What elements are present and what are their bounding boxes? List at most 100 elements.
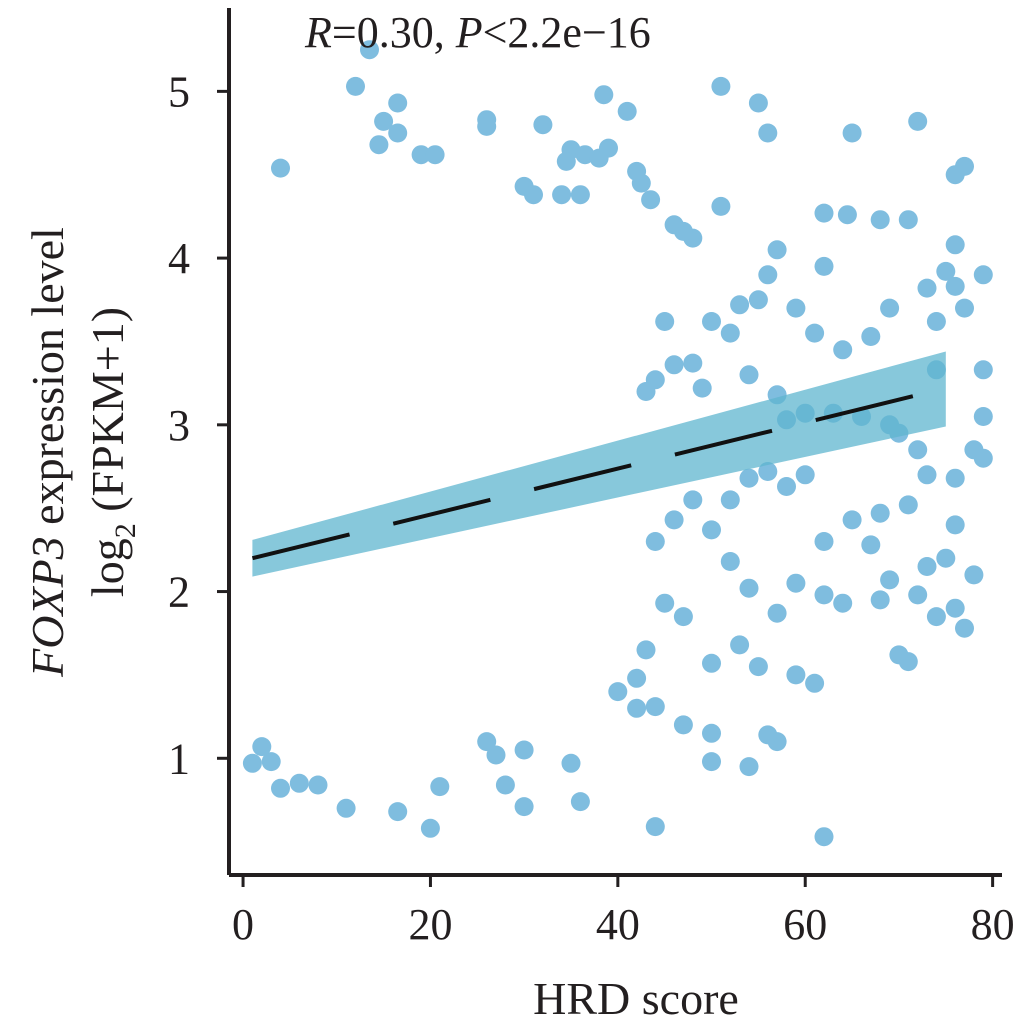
scatter-point — [617, 101, 637, 121]
scatter-point — [926, 607, 946, 627]
scatter-point — [786, 573, 806, 593]
scatter-point — [420, 818, 440, 838]
scatter-point — [945, 468, 965, 488]
scatter-point — [673, 607, 693, 627]
scatter-point — [814, 256, 834, 276]
scatter-point — [556, 151, 576, 171]
scatter-point — [917, 278, 937, 298]
scatter-point — [261, 752, 281, 772]
scatter-point — [880, 298, 900, 318]
scatter-point — [655, 593, 675, 613]
x-tick-label: 40 — [596, 900, 640, 949]
scatter-point — [524, 185, 543, 205]
scatter-point — [346, 76, 365, 96]
y-tick-label: 2 — [168, 568, 190, 617]
scatter-point — [898, 210, 918, 230]
regression-group — [251, 351, 947, 577]
scatter-point — [664, 510, 684, 530]
scatter-point — [495, 775, 515, 795]
scatter-point — [430, 777, 450, 797]
scatter-point — [692, 378, 712, 398]
scatter-point — [702, 752, 721, 772]
scatter-point — [908, 111, 928, 131]
scatter-point — [739, 578, 759, 598]
scatter-point — [945, 598, 965, 618]
scatter-point — [945, 235, 965, 255]
gene-name: FOXP3 — [22, 536, 73, 678]
fpkm-text: (FPKM+1) — [82, 307, 133, 523]
scatter-point — [388, 802, 408, 822]
scatter-point — [720, 490, 740, 510]
scatter-point — [627, 698, 647, 718]
y-tick-label: 5 — [168, 67, 190, 116]
scatter-point — [814, 827, 834, 847]
scatter-point — [936, 548, 956, 568]
scatter-point — [767, 240, 787, 260]
axes — [217, 8, 1002, 887]
scatter-point — [594, 85, 614, 105]
r-symbol: R — [304, 8, 332, 57]
log-text: log — [82, 538, 133, 597]
y-axis-title: FOXP3 expression level log2 (FPKM+1) — [22, 227, 142, 678]
scatter-point — [842, 123, 862, 143]
scatter-point — [739, 468, 759, 488]
correlation-annotation: R=0.30, P<2.2e−16 — [304, 8, 651, 57]
scatter-point — [814, 585, 834, 605]
scatter-point — [271, 778, 290, 798]
scatter-point — [627, 668, 647, 688]
scatter-point — [570, 792, 590, 812]
scatter-point — [631, 173, 651, 193]
scatter-point — [739, 365, 759, 385]
p-value: <2.2e−16 — [483, 8, 651, 57]
scatter-point — [870, 590, 890, 610]
scatter-point — [599, 138, 618, 158]
scatter-point — [360, 40, 379, 60]
scatter-point — [425, 145, 445, 165]
scatter-point — [252, 737, 272, 757]
scatter-point — [702, 520, 721, 540]
confidence-band — [252, 351, 946, 577]
scatter-point — [955, 618, 974, 638]
scatter-point — [786, 298, 806, 318]
scatter-point — [730, 295, 750, 315]
scatter-point — [767, 603, 787, 623]
y-tick-label: 4 — [168, 234, 190, 283]
scatter-point — [748, 657, 768, 677]
regression-line — [251, 386, 947, 561]
scatter-point — [477, 732, 497, 752]
scatter-point — [655, 312, 675, 331]
x-axis-title: HRD score — [533, 973, 739, 1024]
scatter-point — [636, 640, 656, 660]
x-tick-label: 60 — [783, 900, 827, 949]
scatter-point — [664, 355, 684, 375]
scatter-point — [739, 757, 759, 777]
scatter-point — [720, 552, 740, 571]
scatter-point — [411, 145, 431, 165]
scatter-point — [777, 477, 796, 496]
scatter-point — [702, 723, 721, 743]
scatter-point — [973, 448, 993, 468]
scatter-point — [271, 158, 290, 178]
scatter-point — [702, 653, 721, 673]
scatter-point — [945, 276, 965, 296]
scatter-point — [898, 495, 918, 515]
scatter-point — [641, 190, 661, 210]
scatter-point — [289, 773, 309, 793]
scatter-point — [898, 652, 918, 672]
scatter-point — [861, 535, 881, 555]
scatter-point — [683, 490, 703, 510]
scatter-point — [973, 265, 993, 285]
scatter-point — [664, 215, 684, 235]
scatter-point — [805, 323, 825, 343]
scatter-point — [870, 503, 890, 523]
y-tick-label: 3 — [168, 401, 190, 450]
scatter-point — [936, 261, 956, 281]
scatter-point — [552, 185, 572, 205]
scatter-point — [561, 753, 581, 773]
y-tick-label: 1 — [168, 734, 190, 783]
scatter-point — [880, 570, 900, 590]
scatter-point — [748, 290, 768, 310]
scatter-point — [945, 165, 965, 185]
r-value: =0.30, — [332, 8, 456, 57]
scatter-point — [842, 510, 862, 530]
